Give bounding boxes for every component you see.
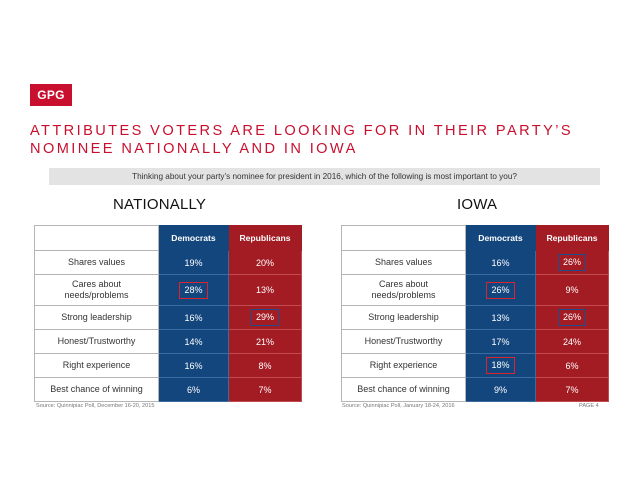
democrat-value: 16% <box>465 250 536 275</box>
democrat-value: 13% <box>465 305 536 330</box>
democrat-value: 6% <box>158 377 229 402</box>
republican-value: 29% <box>228 305 302 330</box>
democrat-value: 19% <box>158 250 229 275</box>
republican-value: 24% <box>535 329 609 354</box>
row-label-text: Cares about needs/problems <box>64 279 129 300</box>
row-label: Shares values <box>34 250 159 275</box>
democrat-value: 26% <box>465 274 536 306</box>
row-label: Shares values <box>341 250 466 275</box>
highlight-box: 26% <box>557 254 586 271</box>
national-results-table: Democrats Republicans Shares values 19% … <box>34 225 302 402</box>
democrat-value: 18% <box>465 353 536 378</box>
header-republicans: Republicans <box>535 225 609 251</box>
table-row: Right experience 18% 6% <box>341 353 609 378</box>
democrat-value: 28% <box>158 274 229 306</box>
republican-value: 7% <box>228 377 302 402</box>
header-blank-cell <box>34 225 159 251</box>
gpg-logo: GPG <box>30 84 72 106</box>
national-source-note: Source: Quinnipiac Poll, December 16-20,… <box>36 403 155 409</box>
header-blank-cell <box>341 225 466 251</box>
table-row: Strong leadership 13% 26% <box>341 305 609 330</box>
table-row: Best chance of winning 9% 7% <box>341 377 609 402</box>
republican-value: 26% <box>535 305 609 330</box>
iowa-heading: IOWA <box>457 196 498 213</box>
row-label-text: Cares about needs/problems <box>371 279 436 300</box>
header-democrats: Democrats <box>465 225 536 251</box>
row-label: Honest/Trustworthy <box>34 329 159 354</box>
table-header-row: Democrats Republicans <box>34 225 302 251</box>
table-row: Shares values 16% 26% <box>341 250 609 275</box>
slide-title-line-2: NOMINEE NATIONALLY AND IN IOWA <box>30 141 358 157</box>
row-label: Strong leadership <box>341 305 466 330</box>
table-row: Right experience 16% 8% <box>34 353 302 378</box>
header-democrats: Democrats <box>158 225 229 251</box>
republican-value: 21% <box>228 329 302 354</box>
highlight-box: 18% <box>486 357 515 374</box>
table-row: Shares values 19% 20% <box>34 250 302 275</box>
democrat-value: 17% <box>465 329 536 354</box>
table-row: Cares about needs/problems 28% 13% <box>34 274 302 306</box>
republican-value: 8% <box>228 353 302 378</box>
highlight-box: 26% <box>486 281 515 299</box>
republican-value: 9% <box>535 274 609 306</box>
nationally-heading: NATIONALLY <box>113 196 207 213</box>
republican-value: 13% <box>228 274 302 306</box>
row-label: Right experience <box>34 353 159 378</box>
highlight-box: 26% <box>557 309 586 326</box>
democrat-value: 16% <box>158 353 229 378</box>
row-label: Right experience <box>341 353 466 378</box>
highlight-box: 29% <box>250 309 279 326</box>
slide-title: ATTRIBUTES VOTERS ARE LOOKING FOR IN THE… <box>30 122 610 158</box>
row-label: Best chance of winning <box>341 377 466 402</box>
republican-value: 7% <box>535 377 609 402</box>
democrat-value: 16% <box>158 305 229 330</box>
header-republicans: Republicans <box>228 225 302 251</box>
republican-value: 26% <box>535 250 609 275</box>
row-label: Honest/Trustworthy <box>341 329 466 354</box>
row-label: Strong leadership <box>34 305 159 330</box>
highlight-box: 28% <box>179 281 208 299</box>
table-row: Honest/Trustworthy 14% 21% <box>34 329 302 354</box>
table-row: Honest/Trustworthy 17% 24% <box>341 329 609 354</box>
iowa-source-note: Source: Quinnipiac Poll, January 18-24, … <box>342 403 455 409</box>
republican-value: 6% <box>535 353 609 378</box>
table-row: Strong leadership 16% 29% <box>34 305 302 330</box>
page-number: PAGE 4 <box>579 403 599 409</box>
table-row: Best chance of winning 6% 7% <box>34 377 302 402</box>
republican-value: 20% <box>228 250 302 275</box>
iowa-results-table: Democrats Republicans Shares values 16% … <box>341 225 609 402</box>
democrat-value: 14% <box>158 329 229 354</box>
row-label: Cares about needs/problems <box>34 274 159 306</box>
table-header-row: Democrats Republicans <box>341 225 609 251</box>
row-label: Cares about needs/problems <box>341 274 466 306</box>
slide-title-line-1: ATTRIBUTES VOTERS ARE LOOKING FOR IN THE… <box>30 123 574 139</box>
row-label: Best chance of winning <box>34 377 159 402</box>
survey-question-banner: Thinking about your party’s nominee for … <box>49 168 600 185</box>
democrat-value: 9% <box>465 377 536 402</box>
table-row: Cares about needs/problems 26% 9% <box>341 274 609 306</box>
